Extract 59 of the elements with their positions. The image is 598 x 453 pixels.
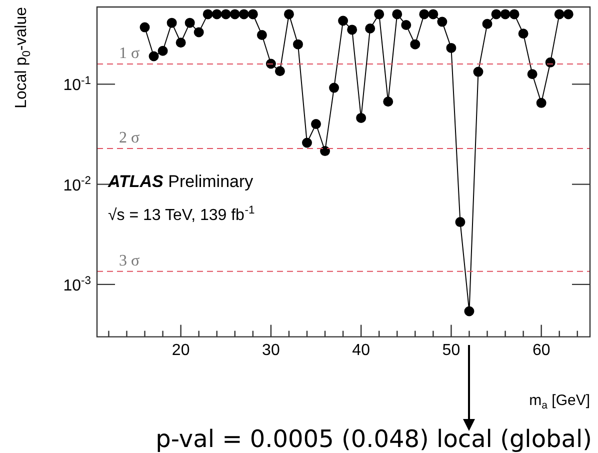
point [194, 27, 204, 38]
point [148, 51, 159, 62]
x-tick-label: 40 [352, 342, 370, 359]
point [284, 9, 294, 20]
point [518, 28, 528, 39]
point [446, 42, 456, 53]
point [184, 18, 195, 28]
ref-line-label: 1 σ [119, 45, 140, 62]
point [248, 9, 258, 20]
point [320, 146, 330, 156]
y-axis-title: Local p0-value [13, 6, 33, 108]
point [311, 119, 322, 130]
point [220, 9, 231, 20]
point [482, 18, 492, 29]
point [491, 9, 502, 20]
text: p-val = 0.0005 (0.048) local (global) [156, 424, 592, 453]
ref-line-label: 3 σ [119, 252, 140, 270]
point [464, 306, 474, 316]
point [166, 18, 177, 28]
point [392, 9, 402, 20]
point [302, 138, 312, 148]
point [509, 9, 520, 20]
point [527, 69, 538, 80]
point [473, 66, 484, 77]
point [419, 9, 430, 20]
point [356, 112, 366, 123]
point [410, 39, 420, 50]
point [554, 9, 564, 20]
point [500, 9, 510, 20]
x-tick-label: 50 [442, 342, 460, 359]
point [338, 16, 348, 26]
annotation: ATLAS Preliminary [107, 172, 254, 191]
point [563, 9, 574, 20]
point [374, 9, 384, 20]
point [202, 9, 213, 20]
point [274, 66, 285, 76]
point [365, 23, 376, 34]
x-tick-label: 20 [172, 342, 190, 359]
point [545, 57, 556, 68]
point [230, 9, 240, 20]
point [140, 22, 150, 32]
point [383, 96, 394, 107]
x-tick-label: 30 [262, 342, 280, 359]
point [536, 98, 546, 108]
ref-line-label: 2 σ [119, 129, 140, 146]
point [266, 58, 276, 69]
point [292, 39, 303, 50]
point [428, 9, 438, 20]
point [256, 30, 267, 40]
point [238, 9, 249, 20]
point [401, 20, 412, 30]
point [347, 24, 358, 35]
point [176, 38, 186, 48]
x-tick-label: 60 [532, 342, 550, 359]
point [329, 82, 340, 93]
point [455, 217, 466, 228]
point [158, 46, 168, 56]
point [212, 9, 222, 20]
point [437, 16, 448, 27]
